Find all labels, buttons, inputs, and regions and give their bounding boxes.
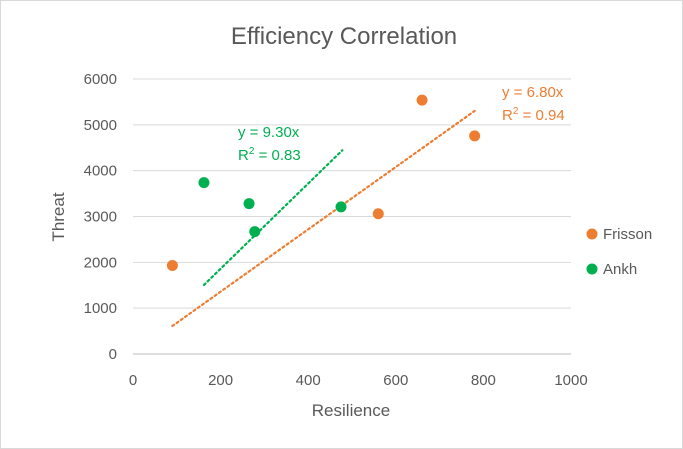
point-ankh xyxy=(243,198,255,210)
legend-label-frisson: Frisson xyxy=(603,226,652,243)
point-frisson xyxy=(416,94,428,106)
chart-title: Efficiency Correlation xyxy=(231,23,457,50)
trendline-frisson xyxy=(171,109,476,328)
y-tick-label: 1000 xyxy=(84,300,117,317)
point-frisson xyxy=(469,130,481,142)
y-axis-title: Threat xyxy=(49,192,68,241)
r-squared-superscript: 2 xyxy=(513,106,519,117)
x-tick-label: 0 xyxy=(129,372,137,389)
y-tick-label: 3000 xyxy=(84,209,117,226)
x-tick-label: 400 xyxy=(296,372,321,389)
axes: 0 1000 2000 3000 4000 5000 6000 0 200 400 600 800 10… xyxy=(84,71,588,389)
legend-marker-frisson xyxy=(586,228,598,240)
trendlines xyxy=(171,109,476,328)
trendline-r-squared: R2 = 0.83 xyxy=(238,146,301,164)
data-points xyxy=(166,94,481,272)
trendline-r-squared: R2 = 0.94 xyxy=(502,106,565,124)
r-squared-symbol: R xyxy=(238,147,249,164)
x-tick-label: 200 xyxy=(208,372,233,389)
x-tick-label: 800 xyxy=(471,372,496,389)
point-frisson xyxy=(166,260,178,272)
point-ankh xyxy=(198,177,210,189)
point-frisson xyxy=(372,208,384,220)
r-squared-symbol: R xyxy=(502,107,513,124)
y-tick-label: 6000 xyxy=(84,71,117,88)
legend-label-ankh: Ankh xyxy=(603,261,637,278)
x-tick-label: 1000 xyxy=(554,372,587,389)
point-ankh xyxy=(335,201,347,213)
gridlines xyxy=(133,78,571,309)
r-squared-superscript: 2 xyxy=(249,146,255,157)
x-axis-title: Resilience xyxy=(312,401,390,420)
legend: Frisson Ankh xyxy=(586,226,652,278)
trendline-ankh xyxy=(202,149,344,287)
y-tick-label: 5000 xyxy=(84,117,117,134)
r-squared-value: = 0.94 xyxy=(518,107,564,124)
legend-marker-ankh xyxy=(586,263,598,275)
point-ankh xyxy=(249,226,261,238)
y-tick-label: 2000 xyxy=(84,254,117,271)
y-tick-label: 0 xyxy=(109,346,117,363)
x-tick-label: 600 xyxy=(383,372,408,389)
y-tick-label: 4000 xyxy=(84,163,117,180)
trendline-equation: y = 9.30x xyxy=(238,124,300,141)
trendline-equation: y = 6.80x xyxy=(502,84,564,101)
r-squared-value: = 0.83 xyxy=(254,147,300,164)
